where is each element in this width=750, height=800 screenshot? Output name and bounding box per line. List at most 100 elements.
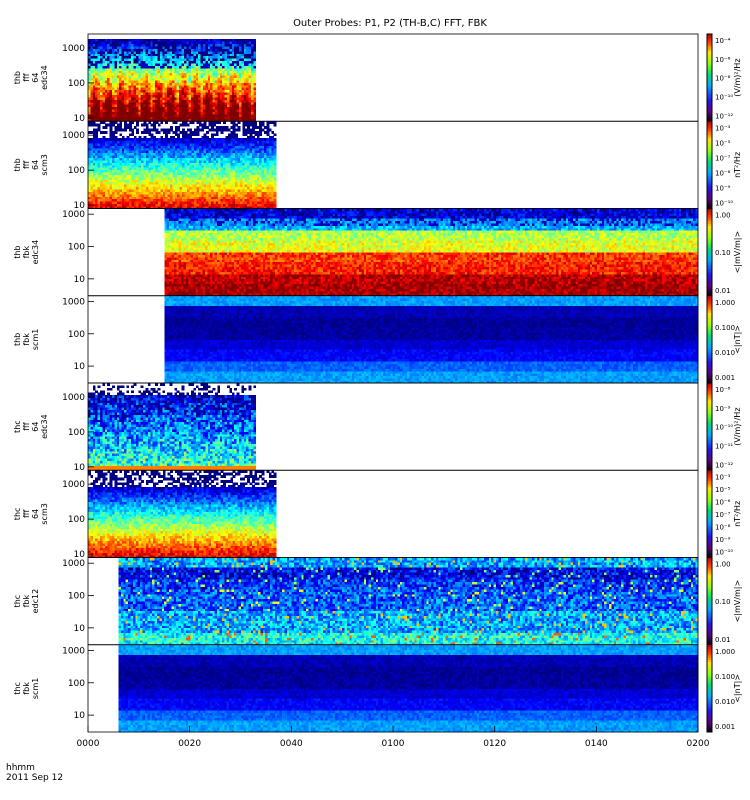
heatmap-cell [197,162,200,165]
heatmap-cell [213,92,216,95]
heatmap-cell [167,41,170,44]
heatmap-cell [251,73,254,76]
heatmap-cell [141,95,144,98]
heatmap-cell [141,199,144,202]
heatmap-cell [206,141,209,144]
heatmap-cell [253,80,256,83]
heatmap-cell [222,109,225,112]
heatmap-cell [174,109,177,112]
heatmap-cell [150,70,153,73]
heatmap-cell [196,116,199,119]
heatmap-cell [158,46,161,49]
heatmap-cell [193,46,196,49]
heatmap-cell [175,162,178,165]
heatmap-cell [151,192,154,195]
heatmap-cell [215,51,218,54]
heatmap-cell [174,95,177,98]
heatmap-cell [187,155,190,158]
heatmap-cell [208,114,211,117]
heatmap-cell [150,80,153,83]
heatmap-cell [134,148,137,151]
heatmap-cell [153,129,156,132]
heatmap-cell [95,78,98,81]
heatmap-cell [136,102,139,105]
heatmap-cell [127,167,130,170]
heatmap-cell [192,199,195,202]
heatmap-cell [206,172,209,175]
heatmap-cell [206,153,209,156]
heatmap-cell [160,143,163,146]
heatmap-cell [162,39,165,42]
heatmap-cell [234,87,237,90]
heatmap-cell [105,102,108,105]
heatmap-cell [168,172,171,175]
heatmap-cell [220,39,223,42]
heatmap-cell [138,99,141,102]
heatmap-cell [189,102,192,105]
heatmap-cell [117,63,120,66]
heatmap-cell [165,150,168,153]
heatmap-cell [122,194,125,197]
heatmap-cell [227,63,230,66]
heatmap-cell [184,160,187,163]
heatmap-cell [187,189,190,192]
heatmap-cell [148,192,151,195]
heatmap-cell [192,141,195,144]
heatmap-cell [105,162,108,165]
heatmap-cell [122,73,125,76]
heatmap-cell [105,201,108,204]
heatmap-cell [112,199,115,202]
heatmap-cell [225,66,228,69]
heatmap-cell [134,80,137,83]
heatmap-cell [134,85,137,88]
heatmap-cell [88,150,91,153]
heatmap-cell [228,145,231,148]
heatmap-cell [153,204,156,207]
heatmap-cell [177,90,180,93]
heatmap-cell [229,75,232,78]
heatmap-cell [186,82,189,85]
heatmap-cell [90,158,93,161]
heatmap-cell [107,141,110,144]
heatmap-cell [95,155,98,158]
heatmap-cell [246,85,249,88]
heatmap-cell [102,158,105,161]
heatmap-cell [210,82,213,85]
heatmap-cell [115,131,118,134]
heatmap-cell [175,153,178,156]
heatmap-cell [136,143,139,146]
heatmap-cell [119,150,122,153]
heatmap-cell [117,116,120,119]
heatmap-cell [201,99,204,102]
heatmap-cell [249,44,252,47]
heatmap-cell [191,39,194,42]
heatmap-cell [126,99,129,102]
heatmap-cell [246,56,249,59]
heatmap-cell [220,46,223,49]
heatmap-cell [220,104,223,107]
heatmap-cell [146,70,149,73]
heatmap-cell [227,75,230,78]
heatmap-cell [158,87,161,90]
heatmap-cell [230,143,233,146]
heatmap-cell [124,201,127,204]
heatmap-cell [110,114,113,117]
heatmap-cell [151,175,154,178]
heatmap-cell [181,97,184,100]
heatmap-cell [169,63,172,66]
heatmap-cell [115,160,118,163]
heatmap-cell [129,97,132,100]
heatmap-cell [134,167,137,170]
heatmap-cell [210,80,213,83]
heatmap-cell [170,167,173,170]
heatmap-cell [189,201,192,204]
heatmap-cell [241,56,244,59]
heatmap-cell [225,158,228,161]
heatmap-cell [110,170,113,173]
heatmap-cell [182,131,185,134]
heatmap-cell [88,41,91,44]
heatmap-cell [213,175,216,178]
heatmap-cell [198,107,201,110]
heatmap-cell [122,201,125,204]
heatmap-cell [222,56,225,59]
